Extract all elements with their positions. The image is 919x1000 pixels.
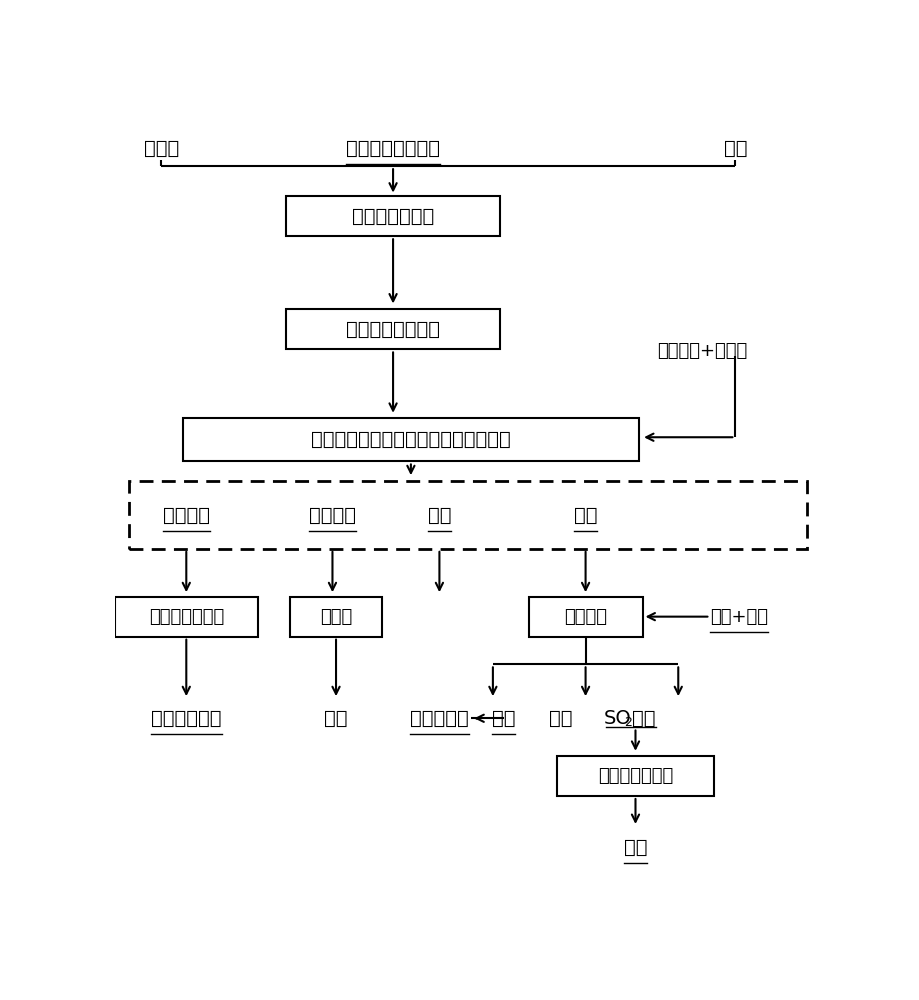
- Text: 电　解: 电 解: [320, 608, 352, 626]
- Bar: [557, 756, 713, 796]
- Text: 回收余热及除尘: 回收余热及除尘: [149, 608, 223, 626]
- Text: 固硫剂: 固硫剂: [143, 139, 179, 158]
- Text: 铁硫: 铁硫: [573, 506, 596, 525]
- Bar: [528, 597, 642, 637]
- Text: 2: 2: [624, 716, 631, 729]
- Text: 回转窑干燥及制粒: 回转窑干燥及制粒: [346, 320, 439, 339]
- Text: 圆筒混料机混合: 圆筒混料机混合: [352, 207, 434, 226]
- Text: 熔剂: 熔剂: [722, 139, 746, 158]
- Text: 炉渣: 炉渣: [427, 506, 450, 525]
- Text: 高温烟气: 高温烟气: [163, 506, 210, 525]
- Text: 制水泥原料: 制水泥原料: [410, 709, 469, 728]
- Text: 硫酸: 硫酸: [623, 838, 647, 857]
- Text: 富氧+石英: 富氧+石英: [709, 608, 767, 626]
- Text: 处理后达标排: 处理后达标排: [151, 709, 221, 728]
- Bar: [286, 196, 500, 236]
- Text: 电铅: 电铅: [323, 709, 347, 728]
- Bar: [115, 597, 257, 637]
- Bar: [289, 597, 382, 637]
- Text: 烟气: 烟气: [631, 709, 655, 728]
- Text: 烟尘: 烟尘: [549, 709, 572, 728]
- Text: 粗铅合金: 粗铅合金: [309, 506, 356, 525]
- Bar: [129, 481, 806, 549]
- Text: 炉渣: 炉渣: [492, 709, 515, 728]
- Text: 连续吹炼: 连续吹炼: [563, 608, 607, 626]
- Bar: [183, 418, 639, 461]
- Text: 侧吹炉富氧强化连续还原固硫熔池熔炼: 侧吹炉富氧强化连续还原固硫熔池熔炼: [311, 430, 510, 449]
- Bar: [286, 309, 500, 349]
- Text: SO: SO: [603, 709, 630, 728]
- Text: 回收余热及制酸: 回收余热及制酸: [597, 767, 673, 785]
- Text: 废铅酸蓄电池胶泥: 废铅酸蓄电池胶泥: [346, 139, 439, 158]
- Text: 富氧空气+还原煤: 富氧空气+还原煤: [656, 342, 746, 360]
